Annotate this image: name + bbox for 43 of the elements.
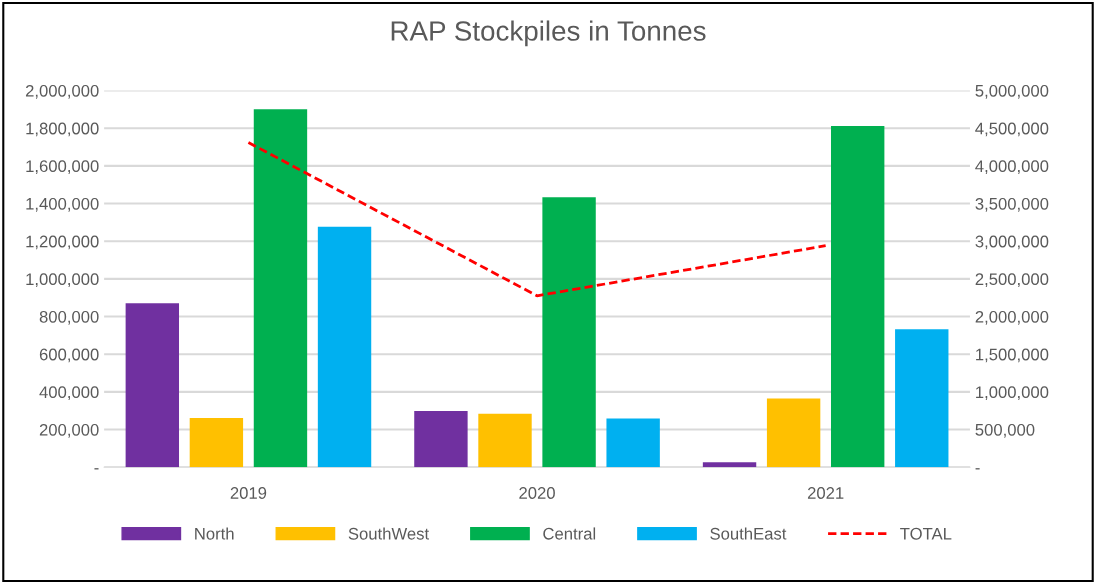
bar <box>766 398 821 468</box>
y2-tick-label: - <box>975 468 980 470</box>
bar <box>702 462 757 468</box>
y-tick-label: 1,400,000 <box>26 197 99 212</box>
x-tick-label: 2020 <box>519 487 555 499</box>
bar <box>414 410 468 468</box>
y2-tick-label: 3,500,000 <box>975 197 1049 212</box>
y2-tick-label: 1,000,000 <box>976 386 1049 401</box>
y2-tick-label: 2,000,000 <box>975 310 1049 325</box>
bar <box>542 197 596 468</box>
chart-title: RAP Stockpiles in Tonnes <box>391 20 706 47</box>
bar <box>830 126 885 468</box>
y-tick-label: 1,600,000 <box>26 160 99 175</box>
y-tick-label: 1,000,000 <box>26 273 99 288</box>
bar <box>253 109 308 468</box>
legend-label: Central <box>543 527 596 540</box>
bar <box>606 418 660 468</box>
bar <box>125 303 180 468</box>
y-tick-label: 800,000 <box>39 310 99 325</box>
y-tick-label: 2,000,000 <box>25 84 99 99</box>
y-tick-label: 200,000 <box>39 423 99 438</box>
y2-tick-label: 4,000,000 <box>975 160 1049 175</box>
y-tick-label: 600,000 <box>39 348 99 363</box>
y2-tick-label: 4,500,000 <box>975 122 1049 137</box>
y-tick-label: 1,200,000 <box>26 235 99 250</box>
bar <box>478 413 532 468</box>
y-tick-label: - <box>94 468 99 470</box>
bar <box>317 226 372 468</box>
y2-tick-label: 1,500,000 <box>976 348 1049 363</box>
y2-tick-label: 3,000,000 <box>975 235 1049 250</box>
y2-tick-label: 2,500,000 <box>975 273 1049 288</box>
legend-label: SouthWest <box>348 527 429 540</box>
x-tick-label: 2019 <box>230 487 267 499</box>
x-tick-label: 2021 <box>807 487 844 499</box>
legend-label: SouthEast <box>710 527 787 540</box>
bar <box>895 329 949 468</box>
legend-label: TOTAL <box>900 527 952 540</box>
legend-label: North <box>195 527 234 540</box>
bar <box>189 418 244 468</box>
y2-tick-label: 500,000 <box>975 423 1035 438</box>
y-tick-label: 1,800,000 <box>26 122 99 137</box>
y2-tick-label: 5,000,000 <box>975 84 1049 99</box>
y-tick-label: 400,000 <box>39 386 99 401</box>
